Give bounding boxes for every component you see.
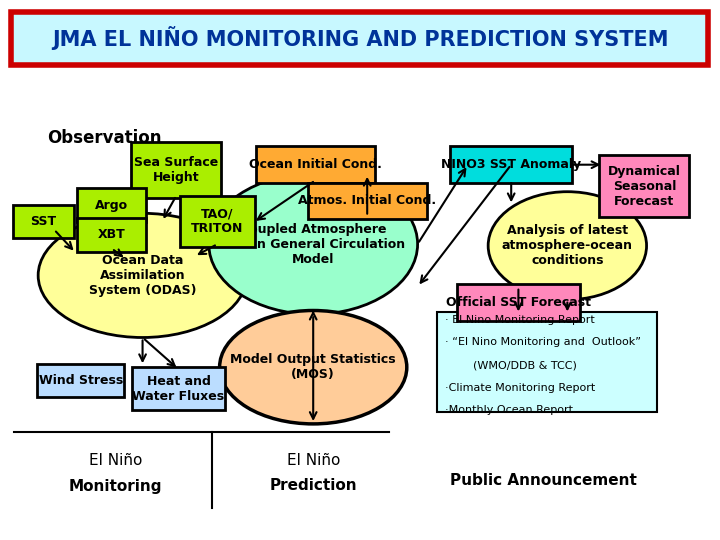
Text: Public Announcement: Public Announcement — [450, 473, 637, 488]
Text: XBT: XBT — [98, 228, 125, 241]
Text: El Niño: El Niño — [287, 453, 340, 468]
Ellipse shape — [209, 174, 418, 314]
Ellipse shape — [488, 192, 647, 300]
FancyBboxPatch shape — [308, 183, 426, 219]
Text: Wind Stress: Wind Stress — [38, 374, 123, 387]
Text: Coupled Atmosphere
Ocean General Circulation
Model: Coupled Atmosphere Ocean General Circula… — [222, 222, 405, 266]
Text: Model Output Statistics
(MOS): Model Output Statistics (MOS) — [230, 353, 396, 381]
Text: JMA EL NIÑO MONITORING AND PREDICTION SYSTEM: JMA EL NIÑO MONITORING AND PREDICTION SY… — [52, 26, 668, 50]
Ellipse shape — [220, 310, 407, 424]
FancyBboxPatch shape — [256, 146, 374, 183]
FancyBboxPatch shape — [457, 284, 580, 321]
FancyBboxPatch shape — [438, 312, 657, 411]
Text: ·Climate Monitoring Report: ·Climate Monitoring Report — [445, 383, 595, 393]
Text: Prediction: Prediction — [269, 478, 357, 494]
Text: Ocean Initial Cond.: Ocean Initial Cond. — [249, 158, 382, 171]
Text: Official SST Forecast: Official SST Forecast — [446, 296, 591, 309]
FancyBboxPatch shape — [599, 156, 690, 217]
FancyBboxPatch shape — [78, 188, 145, 222]
Text: TAO/
TRITON: TAO/ TRITON — [192, 207, 243, 235]
Text: Analysis of latest
atmosphere-ocean
conditions: Analysis of latest atmosphere-ocean cond… — [502, 224, 633, 267]
Text: NINO3 SST Anomaly: NINO3 SST Anomaly — [441, 158, 581, 171]
Text: Dynamical
Seasonal
Forecast: Dynamical Seasonal Forecast — [608, 165, 681, 208]
Text: Sea Surface
Height: Sea Surface Height — [134, 156, 219, 184]
Text: ·Monthly Ocean Report: ·Monthly Ocean Report — [445, 406, 573, 415]
FancyBboxPatch shape — [132, 141, 222, 198]
Text: · El Nino Monitoring Report: · El Nino Monitoring Report — [445, 315, 595, 325]
Text: Observation: Observation — [47, 129, 161, 147]
Text: · “El Nino Monitoring and  Outlook”: · “El Nino Monitoring and Outlook” — [445, 338, 641, 347]
FancyBboxPatch shape — [180, 195, 255, 247]
Text: SST: SST — [30, 215, 56, 228]
FancyBboxPatch shape — [11, 12, 708, 65]
FancyBboxPatch shape — [132, 367, 225, 410]
Text: Heat and
Water Fluxes: Heat and Water Fluxes — [132, 375, 225, 403]
Text: (WMO/DDB & TCC): (WMO/DDB & TCC) — [445, 360, 577, 370]
Text: El Niño: El Niño — [89, 453, 142, 468]
FancyBboxPatch shape — [78, 218, 145, 252]
FancyBboxPatch shape — [450, 146, 572, 183]
Ellipse shape — [38, 213, 247, 338]
Text: Atmos. Initial Cond.: Atmos. Initial Cond. — [298, 194, 436, 207]
Text: Monitoring: Monitoring — [68, 478, 162, 494]
Text: Argo: Argo — [95, 199, 128, 212]
Text: Ocean Data
Assimilation
System (ODAS): Ocean Data Assimilation System (ODAS) — [89, 254, 197, 297]
FancyBboxPatch shape — [37, 364, 124, 397]
FancyBboxPatch shape — [12, 205, 73, 238]
